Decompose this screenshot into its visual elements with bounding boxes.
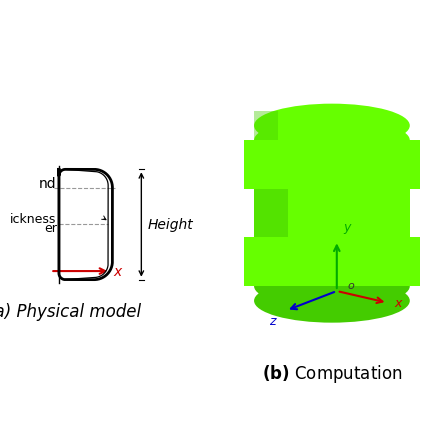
Ellipse shape [254, 104, 409, 148]
Polygon shape [254, 141, 287, 286]
Text: ickness: ickness [11, 212, 57, 225]
Text: (a) Physical model: (a) Physical model [0, 303, 141, 321]
Polygon shape [254, 141, 409, 286]
Text: Height: Height [148, 218, 193, 232]
Text: $y$: $y$ [342, 221, 352, 235]
Text: $z$: $z$ [268, 314, 277, 328]
Text: $\mathbf{(b)}$ Computation: $\mathbf{(b)}$ Computation [261, 362, 401, 384]
Text: er: er [44, 222, 57, 235]
Text: nd: nd [39, 177, 57, 190]
Polygon shape [244, 238, 419, 286]
Text: $x$: $x$ [393, 297, 403, 310]
Text: $o$: $o$ [346, 281, 354, 290]
Polygon shape [244, 141, 419, 189]
Polygon shape [254, 112, 277, 141]
Ellipse shape [254, 265, 409, 308]
Ellipse shape [254, 279, 409, 323]
Ellipse shape [254, 120, 409, 162]
Text: $x$: $x$ [113, 265, 124, 279]
